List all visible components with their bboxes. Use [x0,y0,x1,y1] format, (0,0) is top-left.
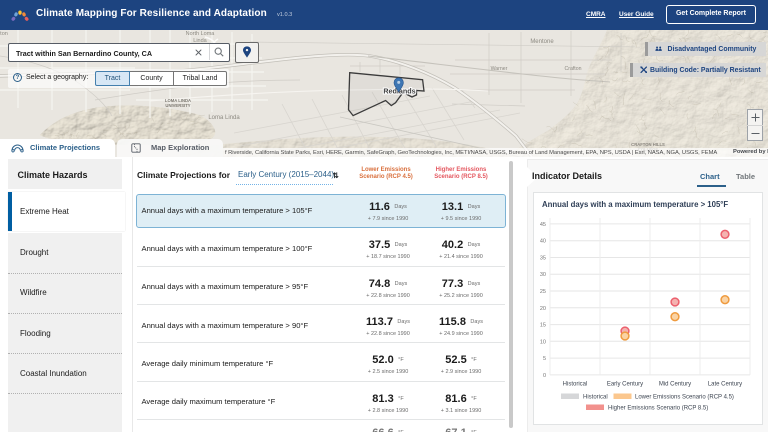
svg-text:Loma Linda: Loma Linda [208,115,240,121]
svg-text:5: 5 [543,356,546,362]
svg-text:Warner: Warner [491,66,508,72]
svg-text:Higher Emissions Scenario (RCP: Higher Emissions Scenario (RCP 8.5) [608,405,708,411]
svg-text:25: 25 [540,289,546,295]
svg-text:15: 15 [540,322,546,328]
svg-text:LOMA LINDA: LOMA LINDA [165,98,191,103]
svg-text:Lower Emissions Scenario (RCP: Lower Emissions Scenario (RCP 4.5) [635,394,734,400]
svg-text:Crafton: Crafton [564,66,581,72]
svg-text:40: 40 [540,238,546,244]
svg-text:Early Century: Early Century [607,381,643,387]
svg-text:Mentone: Mentone [530,39,554,45]
svg-text:Historical: Historical [563,381,588,387]
svg-text:Mid Century: Mid Century [659,381,691,387]
svg-text:North Loma: North Loma [186,31,216,37]
svg-text:20: 20 [540,305,546,311]
svg-text:Late Century: Late Century [708,381,742,387]
svg-text:ton: ton [0,31,8,37]
svg-text:30: 30 [540,272,546,278]
svg-text:CRAFTON HILLS: CRAFTON HILLS [631,142,665,147]
svg-text:35: 35 [540,255,546,261]
svg-text:45: 45 [540,221,546,227]
svg-text:UNIVERSITY: UNIVERSITY [165,103,190,108]
svg-text:Historical: Historical [583,394,608,400]
svg-text:Linda: Linda [193,38,207,44]
svg-text:10: 10 [540,339,546,345]
svg-text:0: 0 [543,372,546,378]
